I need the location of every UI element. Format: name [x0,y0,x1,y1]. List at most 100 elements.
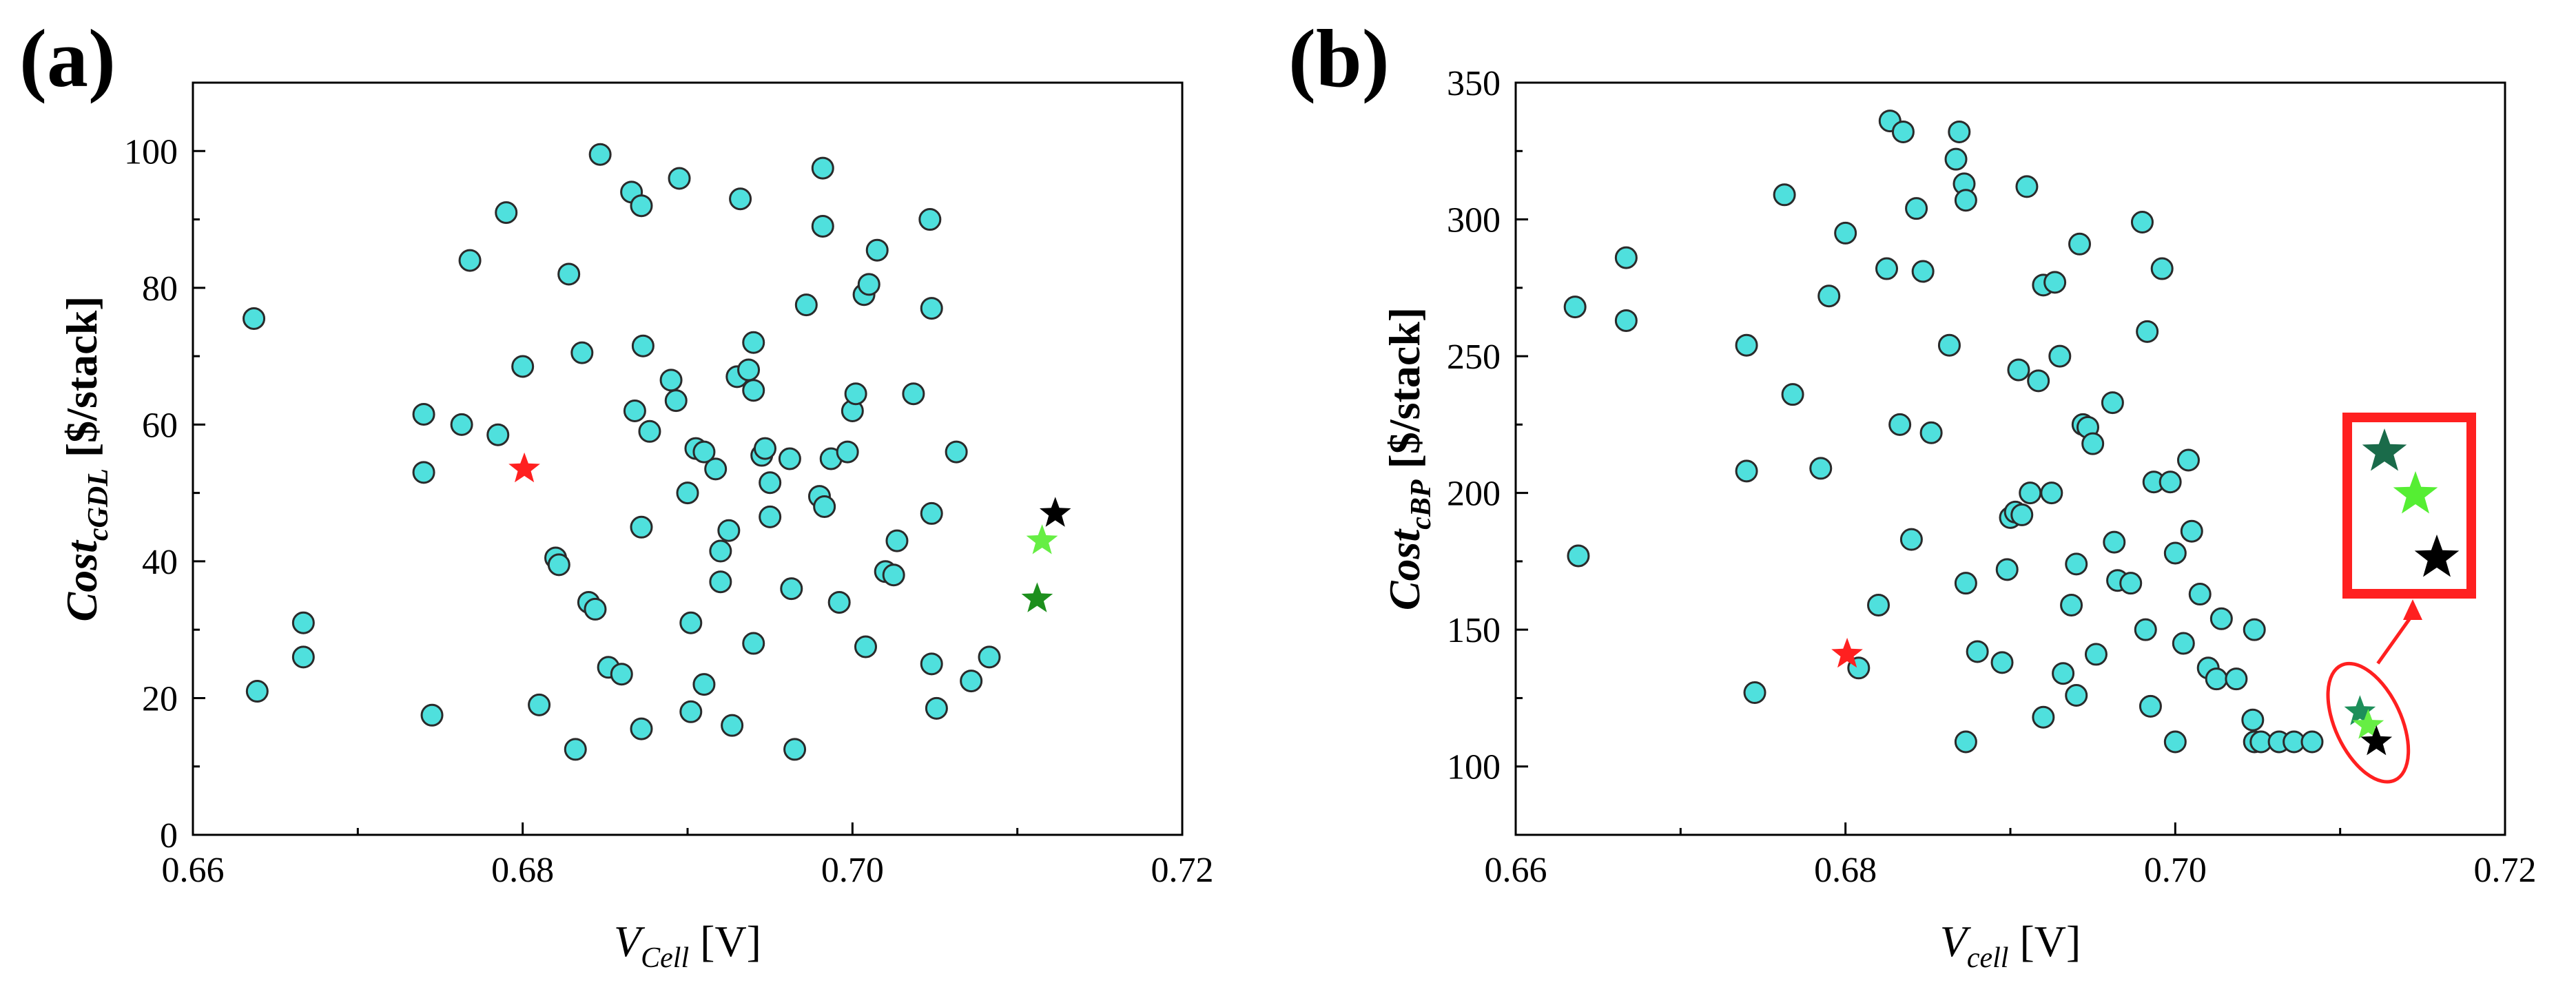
panel-a-data-point [813,495,836,518]
panel-b-data-point [2007,358,2030,382]
panel-a-data-point [564,738,587,761]
panel-a-y-axis-label: CostcGDL [$/stack] [57,296,114,622]
panel-a-data-point [659,369,683,392]
panel-a-data-point [920,501,943,525]
panel-a-star-marker [1026,524,1058,554]
panel-b-data-point [2060,593,2083,616]
panel-a-data-point [827,590,851,614]
panel-b-data-point [2019,481,2042,505]
panel-b-data-point [1781,383,1804,406]
panel-a-data-point [638,419,661,443]
panel-b-star-marker [1831,637,1863,668]
panel-b-annotations [2326,413,2476,784]
panel-a-data-point [692,673,716,696]
panel-b-data-point [2176,448,2200,472]
panel-b-arrow-line [2376,613,2415,665]
panel-a-data-point [742,331,765,354]
panel-b-x-tick-label: 0.66 [1485,851,1547,890]
panel-a-data-point [692,440,716,464]
panel-b-data-point [1817,284,1841,308]
panel-a-x-axis-label: VCell [V] [614,917,761,974]
panel-b-data-point [1995,558,2019,581]
panel-b-data-point [2010,503,2034,526]
panel-b-data-point [1773,183,1796,207]
panel-a-data-point [742,632,765,655]
panel-b-x-tick-label: 0.68 [1814,851,1877,890]
panel-a-y-tick-label: 20 [142,679,178,718]
panel-b-data-point [2300,730,2324,754]
panel-b-data-point [1948,120,1971,143]
panel-b-data-point [2150,257,2174,280]
panel-b-x-axis-label: Vcell [V] [1940,917,2081,974]
panel-a-data-point [547,553,570,577]
panel-a-data-point [759,505,782,528]
panel-a-data-point [486,423,510,446]
panel-a-data-point [664,389,688,413]
panel-a-data-point [631,334,655,357]
panel-a-ticks: 0.66 0.68 0.70 0.72 0 20 40 60 80 100 [124,132,1214,890]
panel-a-data-point [978,645,1001,669]
panel-b-data-point [2241,708,2265,732]
panel-a-y-tick-label: 0 [160,816,178,856]
panel-a-data-point [759,471,782,495]
panel-a-star-marker [1039,497,1071,527]
panel-b-data-point [1735,333,1758,357]
panel-b-data-point [2243,618,2266,641]
panel-a-data-point [960,670,983,693]
panel-a-x-tick-label: 0.70 [821,851,884,890]
panel-b-y-tick-label: 100 [1447,748,1501,787]
panel-a-data-point [709,570,732,594]
panel-a: (a) 0.66 0.68 0.70 0.72 0 20 40 60 80 100 VCell [… [19,12,1214,974]
panel-a-data-point [588,143,612,166]
panel-b-y-tick-label: 350 [1447,64,1501,103]
panel-a-y-tick-label: 80 [142,269,178,309]
panel-b-data-point [1563,296,1587,319]
panel-b-x-tick-label: 0.70 [2144,851,2207,890]
panel-b-data-point [2043,271,2067,294]
panel-b-data-point [1891,120,1915,143]
panel-b-highlight-ellipse [2326,661,2411,784]
panel-a-data-point [630,717,653,740]
panel-a-data-point [753,437,776,460]
panel-b-x-tick-label: 0.72 [2474,851,2537,890]
panel-a-data-point [291,611,315,634]
panel-a-data-point [742,379,765,402]
panel-b-data-point [1937,333,1961,357]
panel-a-data-point [844,382,867,406]
panel-b-data-point [2040,481,2063,505]
panel-b-data-point [1888,413,1912,436]
panel-b-data-point [2081,432,2105,455]
panel-a-data-point [458,249,482,272]
panel-a-star-marker [508,452,540,483]
panel-a-data-point [780,577,803,601]
panel-a-data-point [721,714,744,737]
panel-b-data-point [2032,705,2055,729]
panel-b-marks [1563,110,2393,756]
panel-b-data-point [2180,519,2203,543]
panel-b-data-point [1905,197,1928,220]
panel-a-y-tick-label: 100 [124,132,178,172]
panel-b-data-point [1954,189,1977,212]
panel-b-data-point [1735,459,1758,483]
panel-a-data-point [557,262,581,286]
panel-a-data-point [570,341,594,364]
panel-a-data-point [676,481,699,505]
panel-b-data-point [1990,651,2014,674]
panel-b-data-point [1954,730,1977,754]
panel-a-data-point [668,167,691,190]
panel-b-data-point [1867,593,1890,616]
panel-b-data-point [1966,640,1989,663]
panel-a-data-point [679,700,703,723]
panel-b-y-tick-label: 300 [1447,201,1501,240]
panel-a-data-point [679,611,703,634]
panel-b-data-point [1834,221,1857,245]
panel-b-data-point [1911,260,1935,283]
panel-b-data-point [1899,528,1923,551]
panel-b-y-tick-label: 200 [1447,475,1501,514]
panel-b-data-point [2068,232,2092,256]
panel-b-data-point [2101,391,2124,415]
panel-b-y-axis-label: CostcBP [$/stack] [1380,307,1437,610]
panel-b-data-point [2015,175,2039,198]
panel-b-data-point [2027,369,2050,393]
